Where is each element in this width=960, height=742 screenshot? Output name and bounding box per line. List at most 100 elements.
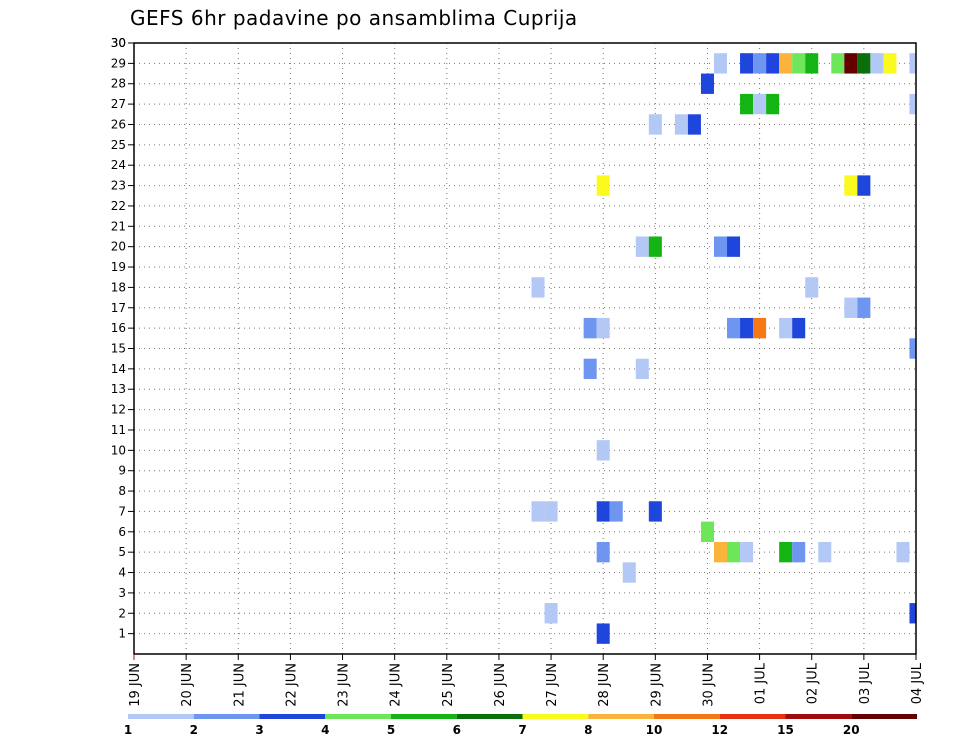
y-tick-label: 7 [118,504,126,518]
y-tick-label: 12 [111,403,126,417]
x-tick-label: 19 JUN [128,663,143,707]
heatmap-cell [792,541,806,563]
heatmap-cell [531,501,545,522]
colorbar-swatch [588,714,654,719]
heatmap-cell [583,358,597,380]
x-tick-label: 01 JUL [754,662,769,704]
y-tick-label: 4 [118,566,126,580]
heatmap-cell [753,93,767,115]
heatmap-cell [531,277,545,298]
y-tick-label: 1 [118,627,126,641]
x-tick-label: 24 JUN [389,663,404,707]
colorbar-label: 1 [124,723,132,737]
y-tick-label: 25 [111,138,126,152]
y-tick-label: 23 [111,179,126,193]
heatmap-cell [648,114,662,135]
colorbar-swatch [456,714,523,719]
heatmap-cell [583,317,597,339]
colorbar-swatch [259,714,326,719]
heatmap-cell [831,53,845,74]
chart-title: GEFS 6hr padavine po ansamblima Cuprija [130,6,578,30]
y-tick-label: 28 [111,77,126,91]
heatmap-cell [740,541,754,563]
y-tick-label: 9 [118,464,126,478]
colorbar-label: 15 [777,723,794,737]
heatmap-cell [700,73,714,94]
y-tick-label: 18 [111,280,126,294]
heatmap-cell [596,440,610,461]
heatmap-cell [857,297,871,318]
colorbar-swatch [325,714,391,719]
colorbar-label: 3 [255,723,263,737]
heatmap-cell [622,562,636,583]
heatmap-cell [635,236,649,257]
axes-layer: 1234567891011121314151617181920212223242… [111,36,925,707]
heatmap-cell [596,317,610,339]
heatmap-cell [687,114,701,135]
heatmap-cell [635,358,649,380]
y-tick-label: 30 [111,36,126,50]
x-tick-label: 30 JUN [701,663,716,707]
heatmap-cell [805,53,819,74]
y-tick-label: 26 [111,117,126,131]
x-tick-label: 20 JUN [180,663,195,707]
heatmap-cell [713,53,728,74]
heatmap-cell [766,53,780,74]
heatmap-cell [648,501,662,522]
heatmap-cell [596,501,610,522]
heatmap-cell [792,317,806,339]
x-tick-label: 02 JUL [806,662,821,704]
heatmap-cell [779,53,793,74]
y-tick-label: 21 [111,219,126,233]
heatmap-cell [857,175,871,196]
y-tick-label: 10 [111,443,126,457]
y-tick-label: 11 [111,423,126,437]
colorbar-label: 2 [190,723,198,737]
y-tick-label: 19 [111,260,126,274]
heatmap-cell [792,53,806,74]
colorbar-layer: 1 2 3 4 5 6 7 8 10 12 15 20 [124,714,917,737]
heatmap-cell [779,317,793,339]
y-tick-label: 20 [111,240,126,254]
heatmap-cell [674,114,688,135]
heatmap-cell [596,623,610,644]
y-tick-label: 14 [111,362,126,376]
colorbar-label: 8 [584,723,592,737]
heatmap-cell [870,53,884,74]
colorbar-swatch [785,714,852,719]
cells-layer [531,53,916,644]
heatmap-cell [896,541,910,563]
heatmap-cell [727,236,741,257]
colorbar-swatch [851,714,917,719]
x-tick-label: 23 JUN [337,663,352,707]
colorbar-swatch [719,714,786,719]
colorbar-label: 12 [711,723,728,737]
heatmap-cell [909,603,916,624]
heatmap-cell [909,338,916,359]
heatmap-cell [596,541,610,563]
heatmap-cell [844,175,858,196]
y-tick-label: 13 [111,382,126,396]
heatmap-cell [544,603,558,624]
colorbar-swatch [654,714,720,719]
x-tick-label: 26 JUN [493,663,508,707]
colorbar-label: 4 [321,723,329,737]
y-tick-label: 24 [111,158,126,172]
x-tick-label: 27 JUN [545,663,560,707]
colorbar-swatch [391,714,457,719]
y-tick-label: 16 [111,321,126,335]
x-tick-label: 25 JUN [441,663,456,707]
heatmap-cell [727,541,741,563]
colorbar-swatch [128,714,194,719]
y-tick-label: 30 [111,36,126,50]
heatmap-cell [753,53,767,74]
colorbar-label: 10 [646,723,663,737]
heatmap-cell [609,501,623,522]
colorbar-label: 5 [387,723,395,737]
y-tick-label: 2 [118,606,126,620]
heatmap-cell [818,541,832,563]
y-tick-label: 17 [111,301,126,315]
heatmap-cell [844,297,858,318]
x-tick-label: 21 JUN [232,663,247,707]
heatmap-cell [909,93,916,115]
